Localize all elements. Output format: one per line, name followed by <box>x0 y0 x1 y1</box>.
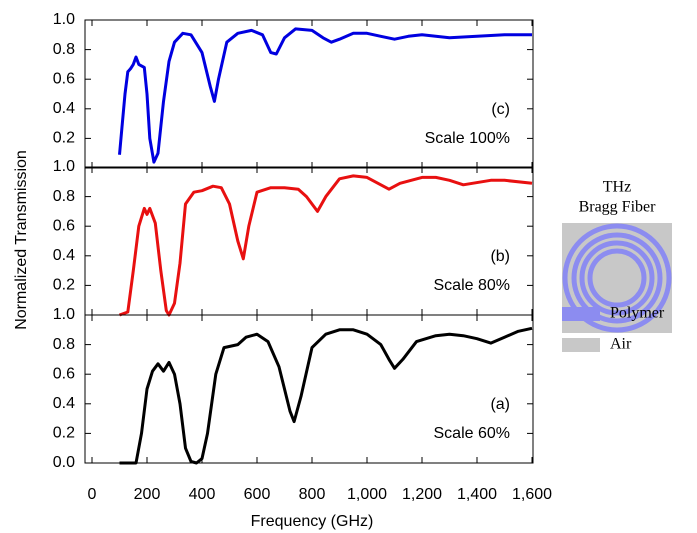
x-tick-label: 0 <box>88 486 97 503</box>
plot-frame <box>84 19 534 169</box>
x-tick-label: 1,600 <box>512 486 552 503</box>
fiber-ring <box>571 232 663 324</box>
inset-title: THz <box>603 179 631 196</box>
data-line <box>118 27 532 164</box>
fiber-ring <box>587 248 647 308</box>
x-tick-label: 800 <box>299 486 326 503</box>
plot-frame <box>84 314 534 464</box>
panel-label: (b) <box>490 248 510 265</box>
y-tick-label: 0.8 <box>53 336 75 353</box>
fiber-ring <box>562 223 672 333</box>
y-tick-label: 0.8 <box>53 188 75 205</box>
y-tick-label: 0.6 <box>53 365 75 382</box>
y-tick-label: 1.0 <box>53 11 75 28</box>
y-tick-label: 0.4 <box>53 247 75 264</box>
legend-label: Polymer <box>610 305 665 322</box>
y-tick-label: 0.2 <box>53 425 75 442</box>
panel-annotation: Scale 60% <box>434 425 511 442</box>
panel-annotation: Scale 100% <box>425 130 510 147</box>
legend-swatch <box>562 307 600 321</box>
legend-swatch <box>562 338 600 352</box>
panel-label: (a) <box>490 396 510 413</box>
x-tick-label: 1,000 <box>347 486 387 503</box>
y-tick-label: 0.6 <box>53 70 75 87</box>
y-tick-label: 1.0 <box>53 158 75 175</box>
y-axis-label: Normalized Transmission <box>13 150 30 330</box>
y-tick-label: 0.6 <box>53 217 75 234</box>
y-tick-label: 0.8 <box>53 41 75 58</box>
panel-label: (c) <box>491 101 510 118</box>
x-tick-label: 1,400 <box>457 486 497 503</box>
y-tick-label: 0.4 <box>53 395 75 412</box>
y-tick-label: 1.0 <box>53 306 75 323</box>
panel-annotation: Scale 80% <box>434 277 511 294</box>
y-tick-label: 0.4 <box>53 100 75 117</box>
fiber-ring <box>579 240 655 316</box>
data-line <box>119 326 533 465</box>
legend-label: Air <box>610 336 632 353</box>
x-tick-label: 600 <box>244 486 271 503</box>
y-tick-label: 0.2 <box>53 130 75 147</box>
x-axis-label: Frequency (GHz) <box>251 513 374 530</box>
y-tick-label: 0.0 <box>53 454 75 471</box>
y-tick-label: 0.2 <box>53 277 75 294</box>
x-tick-label: 400 <box>189 486 216 503</box>
x-tick-label: 1,200 <box>402 486 442 503</box>
data-line <box>118 174 533 317</box>
x-tick-label: 200 <box>134 486 161 503</box>
inset-title: Bragg Fiber <box>579 199 657 216</box>
